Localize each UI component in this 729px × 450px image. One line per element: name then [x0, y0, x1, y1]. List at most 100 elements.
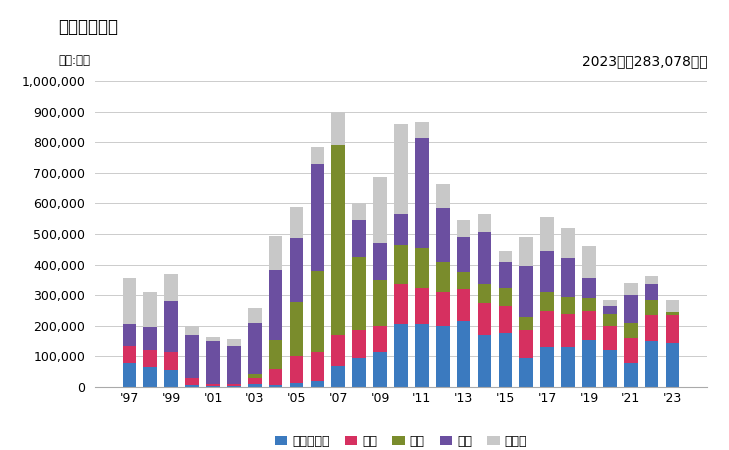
Bar [415, 324, 429, 387]
Bar [394, 124, 408, 214]
Bar [144, 367, 157, 387]
Bar [352, 203, 366, 220]
Bar [248, 308, 262, 324]
Bar [603, 300, 617, 306]
Bar [311, 148, 324, 164]
Bar [311, 164, 324, 271]
Bar [603, 314, 617, 326]
Text: 単位:トン: 単位:トン [58, 54, 90, 67]
Bar [269, 385, 282, 387]
Bar [394, 284, 408, 324]
Bar [436, 261, 450, 292]
Bar [164, 302, 178, 352]
Bar [311, 352, 324, 382]
Bar [289, 207, 303, 238]
Bar [499, 288, 512, 306]
Bar [122, 279, 136, 324]
Bar [645, 276, 658, 284]
Bar [144, 327, 157, 350]
Bar [436, 326, 450, 387]
Bar [289, 383, 303, 387]
Bar [477, 284, 491, 303]
Bar [520, 266, 533, 317]
Text: 2023年：283,078トン: 2023年：283,078トン [582, 54, 707, 68]
Bar [666, 315, 679, 342]
Bar [499, 261, 512, 288]
Bar [645, 315, 658, 341]
Bar [561, 228, 575, 258]
Bar [373, 243, 387, 280]
Bar [415, 248, 429, 288]
Bar [561, 258, 575, 297]
Bar [582, 298, 596, 310]
Bar [206, 338, 219, 341]
Bar [394, 214, 408, 245]
Bar [457, 272, 470, 289]
Bar [352, 257, 366, 330]
Bar [227, 384, 241, 387]
Bar [666, 342, 679, 387]
Bar [561, 297, 575, 314]
Bar [582, 310, 596, 340]
Bar [561, 314, 575, 347]
Legend: マレーシア, タイ, 中国, 台湾, その他: マレーシア, タイ, 中国, 台湾, その他 [270, 430, 532, 450]
Bar [415, 122, 429, 138]
Bar [248, 374, 262, 378]
Bar [477, 214, 491, 233]
Bar [457, 237, 470, 272]
Bar [269, 340, 282, 369]
Bar [624, 338, 638, 363]
Bar [311, 271, 324, 352]
Bar [603, 306, 617, 314]
Bar [164, 352, 178, 370]
Bar [582, 279, 596, 298]
Bar [415, 288, 429, 324]
Bar [540, 310, 554, 347]
Bar [206, 341, 219, 384]
Bar [540, 251, 554, 292]
Bar [332, 335, 345, 365]
Bar [164, 370, 178, 387]
Bar [144, 350, 157, 367]
Bar [332, 365, 345, 387]
Bar [499, 251, 512, 261]
Bar [269, 236, 282, 270]
Bar [624, 295, 638, 323]
Bar [540, 347, 554, 387]
Bar [624, 283, 638, 295]
Bar [645, 341, 658, 387]
Bar [248, 384, 262, 387]
Text: 輸出量の推移: 輸出量の推移 [58, 18, 118, 36]
Bar [227, 346, 241, 384]
Bar [352, 358, 366, 387]
Bar [457, 321, 470, 387]
Bar [520, 317, 533, 330]
Bar [122, 324, 136, 346]
Bar [603, 350, 617, 387]
Bar [477, 303, 491, 335]
Bar [457, 289, 470, 321]
Bar [352, 330, 366, 358]
Bar [289, 238, 303, 302]
Bar [477, 335, 491, 387]
Bar [666, 312, 679, 315]
Bar [373, 352, 387, 387]
Bar [332, 112, 345, 145]
Bar [624, 323, 638, 338]
Bar [582, 246, 596, 279]
Bar [457, 220, 470, 237]
Bar [436, 184, 450, 208]
Bar [582, 340, 596, 387]
Bar [185, 335, 199, 378]
Bar [185, 326, 199, 335]
Bar [603, 326, 617, 350]
Bar [248, 324, 262, 374]
Bar [248, 378, 262, 384]
Bar [520, 237, 533, 266]
Bar [666, 301, 679, 312]
Bar [645, 284, 658, 300]
Bar [144, 292, 157, 327]
Bar [269, 369, 282, 385]
Bar [332, 145, 345, 335]
Bar [185, 378, 199, 386]
